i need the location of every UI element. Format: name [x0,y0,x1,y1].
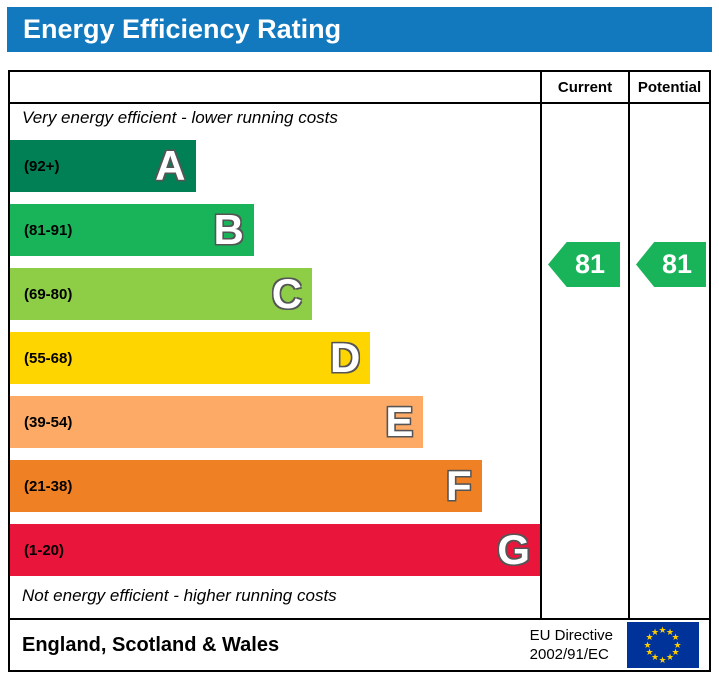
eu-flag-star: ★ [666,626,675,637]
eu-flag-star: ★ [643,639,652,650]
eu-flag-star: ★ [671,632,680,642]
band-letter: A [155,142,186,189]
band-row-g: (1-20) G [10,524,540,576]
band-bar-e: (39-54) E [10,396,424,448]
eu-flag-star: ★ [645,647,654,657]
band-row-a: (92+) A [10,140,540,192]
title-bar: Energy Efficiency Rating [7,7,712,52]
band-row-e: (39-54) E [10,396,540,448]
band-letter: D [330,334,361,381]
potential-column-divider [628,72,630,618]
region-label: England, Scotland & Wales [22,633,280,656]
band-range-label: (81-91) [24,221,73,239]
band-letter: F [446,462,472,509]
band-row-d: (55-68) D [10,332,540,384]
footer-divider [10,618,709,620]
band-bar-g: (1-20) G [10,524,540,576]
note-very-efficient: Very energy efficient - lower running co… [22,108,338,127]
band-bar-f: (21-38) F [10,460,482,512]
current-rating-value: 81 [574,249,606,279]
column-header-current: Current [557,78,613,96]
band-range-label: (92+) [24,157,60,175]
eu-flag-star: ★ [671,647,680,657]
potential-rating-value: 81 [661,249,693,279]
potential-rating-arrow: 81 [636,242,706,287]
rating-chart: Current Potential Very energy efficient … [8,70,711,672]
band-range-label: (69-80) [24,285,73,303]
note-not-efficient: Not energy efficient - higher running co… [22,586,337,605]
band-letter: E [385,398,414,445]
band-range-label: (21-38) [24,477,73,495]
eu-flag-star: ★ [666,652,675,663]
eu-flag-star: ★ [658,624,667,635]
eu-flag-star: ★ [673,639,682,650]
eu-flag-star: ★ [645,632,654,642]
eu-flag-star: ★ [658,654,667,665]
band-range-label: (55-68) [24,349,73,367]
band-row-b: (81-91) B [10,204,540,256]
band-row-f: (21-38) F [10,460,540,512]
band-range-label: (1-20) [24,541,65,559]
current-rating-arrow: 81 [548,242,620,287]
band-letter: B [213,206,244,253]
band-bar-d: (55-68) D [10,332,371,384]
eu-directive-line2: 2002/91/EC [529,646,609,663]
header-divider [10,102,709,104]
footer: England, Scotland & Wales EU Directive 2… [10,620,709,670]
band-range-label: (39-54) [24,413,73,431]
eu-flag-star: ★ [651,626,660,637]
column-header-potential: Potential [637,78,702,96]
eu-directive-line1: EU Directive [529,626,613,644]
band-letter: G [497,526,530,573]
current-column-divider [540,72,542,618]
band-bar-c: (69-80) C [10,268,313,320]
eu-flag: ★ ★ ★ ★ ★ ★ ★ ★ ★ ★ ★ ★ [627,622,699,668]
band-row-c: (69-80) C [10,268,540,320]
band-bar-b: (81-91) B [10,204,254,256]
eu-directive-label: EU Directive 2002/91/EC [530,626,613,665]
band-letter: C [271,270,303,317]
page-title: Energy Efficiency Rating [23,14,342,44]
eu-flag-star: ★ [651,652,660,663]
band-bar-a: (92+) A [10,140,196,192]
